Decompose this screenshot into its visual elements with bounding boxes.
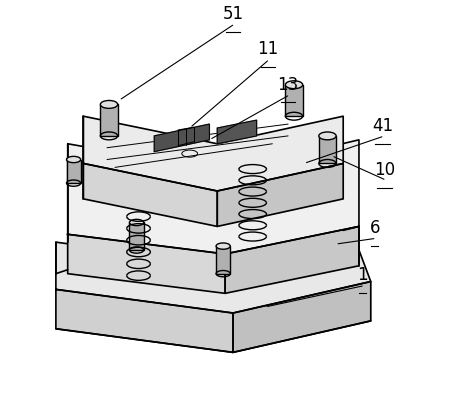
Ellipse shape (130, 220, 144, 226)
Text: 51: 51 (222, 5, 244, 23)
Polygon shape (68, 235, 225, 294)
Polygon shape (217, 164, 343, 227)
Polygon shape (56, 290, 233, 352)
Text: 10: 10 (374, 161, 395, 179)
Polygon shape (56, 235, 371, 313)
Polygon shape (285, 85, 303, 117)
Polygon shape (67, 160, 81, 184)
Polygon shape (83, 164, 217, 227)
Polygon shape (83, 117, 343, 192)
Text: 41: 41 (372, 117, 393, 135)
Polygon shape (233, 282, 371, 352)
Polygon shape (68, 140, 359, 254)
Ellipse shape (100, 101, 118, 109)
Text: 13: 13 (277, 75, 299, 93)
Polygon shape (319, 137, 336, 164)
Polygon shape (154, 125, 209, 152)
Text: 6: 6 (370, 219, 380, 237)
Polygon shape (225, 227, 359, 294)
Ellipse shape (319, 133, 336, 140)
Polygon shape (130, 223, 144, 250)
Ellipse shape (216, 243, 230, 250)
Polygon shape (216, 247, 230, 274)
Ellipse shape (67, 157, 81, 163)
Text: 1: 1 (357, 266, 368, 284)
Polygon shape (217, 121, 257, 144)
Ellipse shape (285, 81, 303, 89)
Text: 11: 11 (257, 40, 278, 58)
Polygon shape (100, 105, 118, 137)
